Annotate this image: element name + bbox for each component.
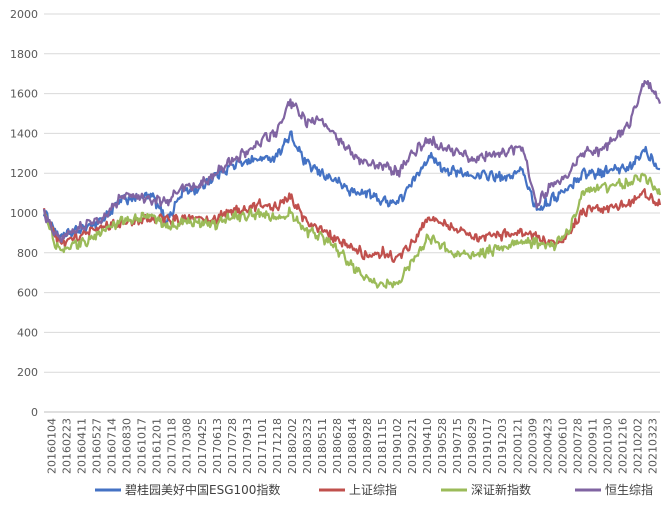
x-tick-label: 20160714 — [106, 418, 119, 474]
x-tick-label: 20201030 — [601, 418, 614, 474]
x-tick-label: 20171218 — [271, 418, 284, 474]
x-tick-label: 20190715 — [451, 418, 464, 474]
x-tick-label: 20190410 — [421, 418, 434, 474]
x-tick-label: 20180323 — [301, 418, 314, 474]
series-line-0 — [42, 130, 661, 240]
x-tick-label: 20180814 — [346, 418, 359, 474]
x-tick-label: 20171101 — [256, 418, 269, 474]
y-tick-label: 200 — [17, 366, 38, 379]
y-tick-label: 1600 — [10, 88, 38, 101]
x-tick-label: 20200423 — [541, 418, 554, 474]
x-tick-label: 20160411 — [76, 418, 89, 474]
y-tick-label: 1000 — [10, 207, 38, 220]
legend: 碧桂园美好中国ESG100指数 上证综指 深证新指数 恒生综指 — [95, 482, 653, 497]
x-tick-label: 20161017 — [136, 418, 149, 474]
x-tick-label: 20170425 — [196, 418, 209, 474]
x-tick-label: 20200309 — [526, 418, 539, 474]
x-tick-label: 20170308 — [181, 418, 194, 474]
y-tick-label: 0 — [31, 406, 38, 419]
y-tick-label: 800 — [17, 247, 38, 260]
legend-label: 上证综指 — [349, 482, 397, 497]
x-tick-label: 20200121 — [511, 418, 524, 474]
legend-label: 碧桂园美好中国ESG100指数 — [125, 482, 280, 497]
x-axis: 20160104 20160223 20160411 20160527 20160714… — [44, 411, 660, 474]
x-tick-label: 20210323 — [646, 418, 659, 474]
grid-layer — [44, 13, 660, 413]
x-tick-label: 20180202 — [286, 418, 299, 474]
series-layer — [42, 79, 662, 289]
legend-item-3: 恒生综指 — [575, 482, 653, 497]
legend-item-2: 深证新指数 — [441, 482, 531, 497]
x-tick-label: 20201216 — [616, 418, 629, 474]
x-tick-label: 20200610 — [556, 418, 569, 474]
series-line-2 — [43, 172, 662, 289]
x-tick-label: 20160527 — [91, 418, 104, 474]
x-tick-label: 20190528 — [436, 418, 449, 474]
y-axis: 0 200 400 600 800 1000 1200 1400 1600 1800 2000 — [10, 8, 38, 419]
x-tick-label: 20170728 — [226, 418, 239, 474]
x-tick-label: 20190221 — [406, 418, 419, 474]
y-tick-label: 1800 — [10, 48, 38, 61]
y-tick-label: 600 — [17, 287, 38, 300]
x-tick-label: 20170913 — [241, 418, 254, 474]
y-tick-label: 400 — [17, 326, 38, 339]
x-tick-label: 20180628 — [331, 418, 344, 474]
x-tick-label: 20181115 — [376, 418, 389, 474]
x-tick-label: 20180928 — [361, 418, 374, 474]
series-line-3 — [42, 79, 662, 243]
x-tick-label: 20210202 — [631, 418, 644, 474]
legend-item-0: 碧桂园美好中国ESG100指数 — [95, 482, 280, 497]
y-tick-label: 1200 — [10, 167, 38, 180]
legend-label: 深证新指数 — [471, 482, 531, 497]
x-tick-label: 20191203 — [496, 418, 509, 474]
x-tick-label: 20191017 — [481, 418, 494, 474]
x-tick-label: 20180511 — [316, 418, 329, 474]
x-tick-label: 20160830 — [121, 418, 134, 474]
x-tick-label: 20160104 — [46, 418, 59, 474]
x-tick-label: 20170118 — [166, 418, 179, 474]
x-tick-label: 20170613 — [211, 418, 224, 474]
legend-item-1: 上证综指 — [319, 482, 397, 497]
y-tick-label: 1400 — [10, 127, 38, 140]
x-tick-label: 20161201 — [151, 418, 164, 474]
x-tick-label: 20190829 — [466, 418, 479, 474]
x-tick-label: 20200728 — [571, 418, 584, 474]
legend-label: 恒生综指 — [605, 482, 653, 497]
y-tick-label: 2000 — [10, 8, 38, 21]
x-tick-label: 20160223 — [61, 418, 74, 474]
x-tick-label: 20200911 — [586, 418, 599, 474]
x-tick-label: 20190102 — [391, 418, 404, 474]
